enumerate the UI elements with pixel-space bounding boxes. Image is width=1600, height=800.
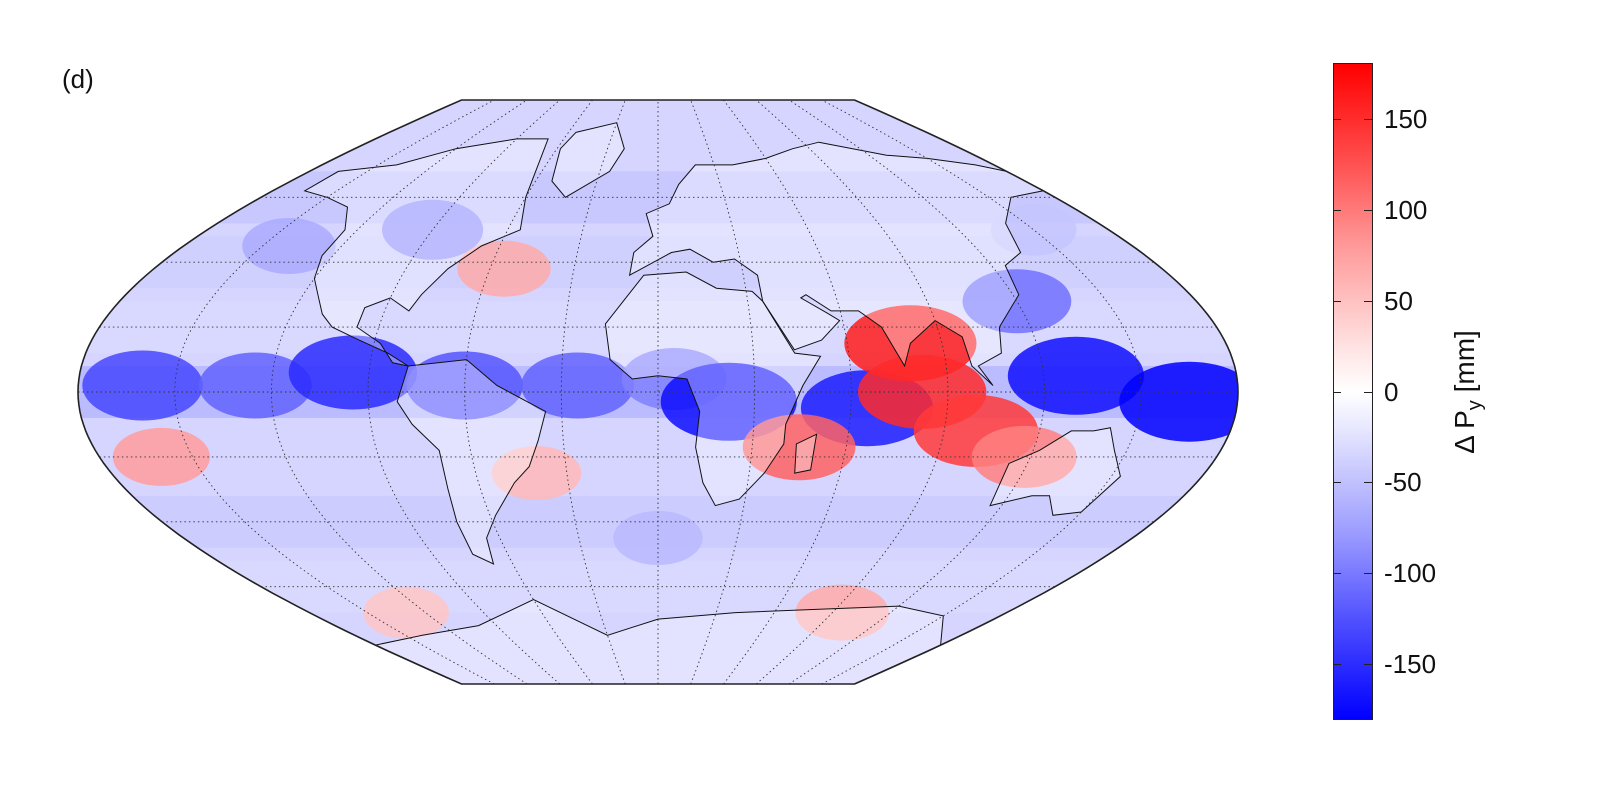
anomaly-blob: [613, 511, 703, 565]
colorbar-tick-label: 150: [1384, 103, 1428, 134]
colorbar-title-unit: [mm]: [1449, 330, 1481, 393]
colorbar-title-sub: y: [1463, 400, 1486, 411]
anomaly-blob: [457, 240, 551, 297]
anomaly-blob: [112, 427, 210, 486]
colorbar-tick-mark: [1364, 391, 1372, 393]
map-frame: [77, 99, 1239, 685]
colorbar-tick-mark: [1364, 482, 1372, 484]
anomaly-blob: [382, 199, 484, 260]
colorbar-tick-mark: [1364, 118, 1372, 120]
colorbar-tick-label: 50: [1384, 285, 1413, 316]
anomaly-blob: [521, 352, 634, 419]
colorbar-tick-mark: [1364, 300, 1372, 302]
coastline-africa: [604, 271, 822, 507]
colorbar-title-main: Δ P: [1449, 410, 1481, 454]
anomaly-blob: [82, 350, 203, 421]
colorbar-tick-mark: [1333, 118, 1341, 120]
coastline-eurasia: [628, 141, 1045, 386]
coastline-south-america: [396, 359, 547, 565]
coastline-madagascar: [794, 433, 818, 474]
colorbar-tick-mark: [1333, 482, 1341, 484]
anomaly-blob: [363, 586, 449, 639]
anomaly-blob: [962, 269, 1072, 334]
meridian-line: [821, 100, 1142, 684]
anomaly-blob: [288, 335, 418, 410]
meridian-line: [174, 100, 495, 684]
anomaly-blob: [491, 446, 582, 501]
coastline-australia: [989, 427, 1121, 516]
colorbar-tick-mark: [1333, 573, 1341, 575]
meridian-line: [270, 100, 528, 684]
anomaly-blob: [406, 351, 523, 420]
colorbar-tick-mark: [1333, 664, 1341, 666]
colorbar-tick-mark: [1333, 391, 1341, 393]
panel-label: (d): [62, 64, 94, 94]
colorbar-tick-mark: [1364, 573, 1372, 575]
colorbar-tick-mark: [1333, 300, 1341, 302]
anomaly-blob: [795, 584, 889, 641]
anomaly-blob: [1007, 336, 1144, 415]
colorbar-tick-mark: [1333, 209, 1341, 211]
coastline-greenland: [551, 122, 625, 198]
meridian-line: [464, 100, 593, 684]
colorbar-tick-label: 100: [1384, 194, 1428, 225]
colorbar-tick-label: -100: [1384, 558, 1437, 589]
anomaly-blob: [242, 218, 336, 274]
meridian-line: [788, 100, 1046, 684]
anomaly-blob: [990, 203, 1077, 256]
meridian-line: [755, 100, 949, 684]
colorbar-tick-label: -50: [1384, 467, 1422, 498]
meridian-line: [723, 100, 852, 684]
anomaly-blob: [660, 362, 797, 441]
meridian-line: [367, 100, 561, 684]
anomaly-blob: [1119, 361, 1238, 442]
graticule: [78, 100, 1238, 684]
coastline-north-america: [303, 138, 549, 367]
coastlines: [303, 122, 1121, 684]
anomaly-band: [78, 560, 1238, 613]
colorbar-tick-label: -150: [1384, 649, 1437, 680]
anomaly-blob: [199, 352, 312, 419]
colorbar-tick-mark: [1364, 209, 1372, 211]
colorbar-title: Δ Py [mm]: [1449, 330, 1487, 454]
colorbar-tick-mark: [1364, 664, 1372, 666]
colorbar-tick-label: 0: [1384, 376, 1399, 407]
